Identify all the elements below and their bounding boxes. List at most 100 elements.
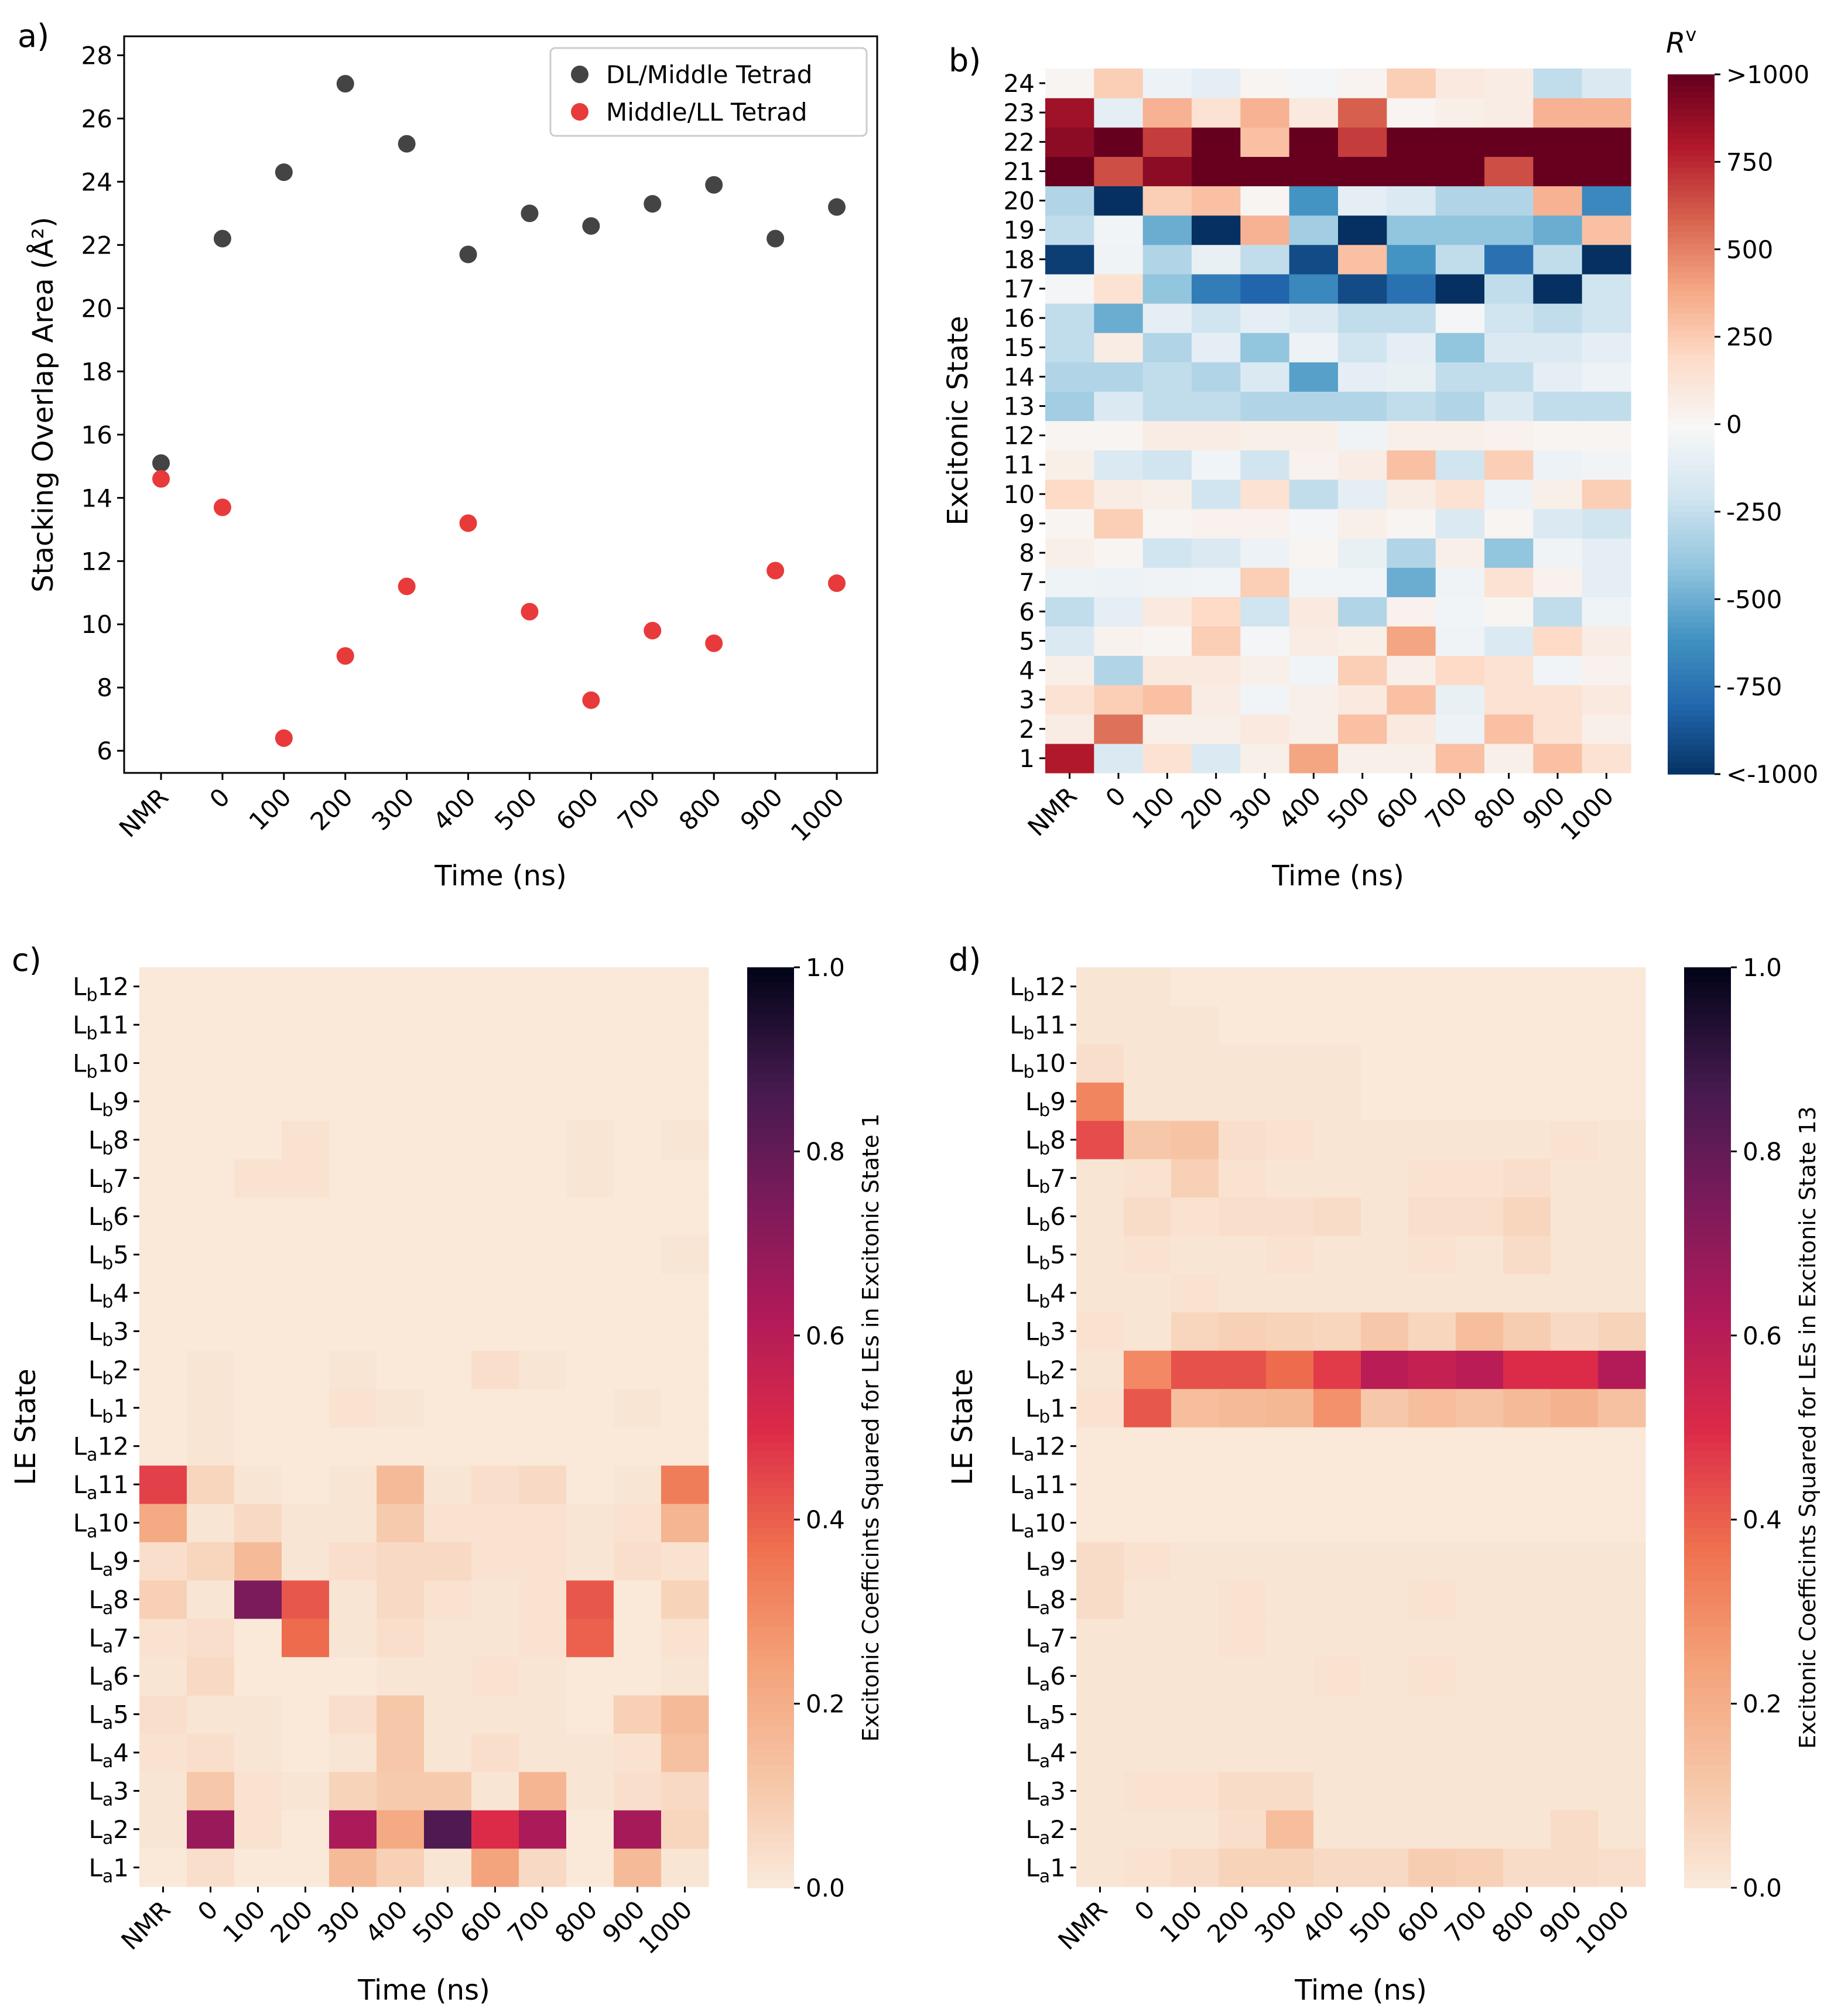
heatmap-cell: [1582, 156, 1631, 187]
heatmap-cell: [1192, 714, 1241, 744]
colorbar-segment: [747, 1857, 794, 1866]
heatmap-cell: [1313, 1771, 1361, 1810]
y-tick-label: Lb4: [1025, 1279, 1066, 1312]
heatmap-cell: [377, 1695, 425, 1734]
heatmap-cell: [1582, 391, 1631, 422]
colorbar-segment: [1684, 1327, 1731, 1336]
heatmap-cell: [1533, 215, 1583, 245]
colorbar-segment: [747, 1174, 794, 1183]
heatmap-cell: [1240, 186, 1290, 216]
heatmap-cell: [1313, 967, 1361, 1007]
colorbar-segment: [1668, 389, 1715, 396]
colorbar-segment: [747, 1052, 794, 1060]
heatmap-cell: [1045, 743, 1094, 773]
heatmap-cell: [1171, 1197, 1219, 1236]
heatmap-cell: [1387, 244, 1436, 275]
heatmap-cell: [1289, 479, 1339, 509]
heatmap-cell: [1338, 684, 1387, 715]
heatmap-cell: [1456, 1618, 1504, 1658]
colorbar-segment: [1684, 1389, 1731, 1398]
colorbar-segment: [1668, 319, 1715, 326]
heatmap-cell: [234, 1350, 282, 1389]
y-tick-label: Lb8: [1025, 1125, 1066, 1159]
heatmap-cell: [1219, 1810, 1267, 1849]
heatmap-cell: [329, 1656, 377, 1696]
heatmap-cell: [1266, 1082, 1314, 1121]
heatmap-cell: [329, 1235, 377, 1274]
colorbar-segment: [1684, 1428, 1731, 1436]
colorbar-segment: [1668, 733, 1715, 740]
heatmap-cell: [139, 1043, 187, 1083]
heatmap-cell: [282, 1618, 330, 1658]
heatmap-cell: [1240, 479, 1290, 509]
heatmap-cell: [1192, 684, 1241, 715]
y-tick-label: La5: [88, 1700, 129, 1734]
colorbar-segment: [747, 1213, 794, 1221]
colorbar-segment: [747, 1558, 794, 1566]
colorbar-segment: [747, 1473, 794, 1482]
panel-label-b: b): [949, 42, 981, 79]
colorbar-segment: [1668, 313, 1715, 320]
heatmap-cell: [1484, 743, 1534, 773]
colorbar-segment: [1684, 1297, 1731, 1306]
heatmap-cell: [1076, 1043, 1124, 1083]
y-tick-label: 3: [1019, 686, 1035, 714]
x-tick-label: 600: [1391, 1895, 1445, 1948]
colorbar-segment: [1668, 85, 1715, 93]
colorbar-segment: [1668, 453, 1715, 460]
colorbar-segment: [1668, 80, 1715, 87]
colorbar-segment: [1668, 97, 1715, 104]
heatmap-cell: [1076, 1120, 1124, 1159]
heatmap-cell: [377, 1542, 425, 1581]
colorbar-segment: [1684, 1266, 1731, 1275]
data-point: [521, 204, 539, 223]
heatmap-cell: [1192, 333, 1241, 362]
heatmap-cell: [471, 1235, 519, 1274]
colorbar-segment: [1684, 1044, 1731, 1052]
heatmap-cell: [1266, 1350, 1314, 1389]
x-tick-label: 300: [1224, 781, 1278, 834]
heatmap-cell: [1076, 1350, 1124, 1389]
colorbar-segment: [1684, 1842, 1731, 1850]
heatmap-cell: [1408, 1618, 1456, 1658]
heatmap-cell: [1171, 1312, 1219, 1351]
colorbar-segment: [1684, 1826, 1731, 1835]
heatmap-cell: [329, 1695, 377, 1734]
colorbar-segment: [747, 1197, 794, 1206]
heatmap-cell: [1533, 391, 1583, 422]
heatmap-cell: [1124, 967, 1172, 1007]
heatmap-cell: [1094, 479, 1144, 509]
heatmap-cell: [661, 1197, 709, 1236]
heatmap-cell: [1124, 1503, 1172, 1542]
colorbar-tick-label: 1.0: [806, 953, 845, 982]
colorbar-segment: [1668, 757, 1715, 763]
y-tick-label: Lb6: [1025, 1202, 1066, 1235]
heatmap-cell: [1598, 1312, 1646, 1351]
heatmap-cell: [1313, 1733, 1361, 1772]
y-tick-label: 22: [1004, 128, 1035, 156]
heatmap-cell: [424, 1388, 472, 1428]
colorbar-segment: [1668, 499, 1715, 506]
heatmap-cell: [1219, 1848, 1267, 1887]
heatmap-cell: [1219, 1427, 1267, 1466]
heatmap-cell: [471, 1312, 519, 1351]
heatmap-cell: [1503, 1427, 1551, 1466]
heatmap-cell: [1361, 1197, 1409, 1236]
heatmap-cell: [187, 1810, 235, 1849]
heatmap-cell: [1435, 479, 1485, 509]
colorbar-segment: [1668, 669, 1715, 676]
heatmap-cell: [234, 1120, 282, 1159]
heatmap-cell: [1094, 215, 1144, 245]
y-tick-label: 4: [1019, 656, 1035, 685]
heatmap-cell: [661, 1427, 709, 1466]
heatmap-cell: [1408, 1465, 1456, 1504]
y-tick-label: 20: [1004, 187, 1035, 215]
heatmap-cell: [566, 1695, 614, 1734]
heatmap-cell: [139, 1810, 187, 1849]
heatmap-cell: [139, 1120, 187, 1159]
colorbar-segment: [1668, 383, 1715, 390]
heatmap-cell: [1533, 186, 1583, 216]
heatmap-cell: [1289, 567, 1339, 597]
heatmap-cell: [614, 1695, 662, 1734]
